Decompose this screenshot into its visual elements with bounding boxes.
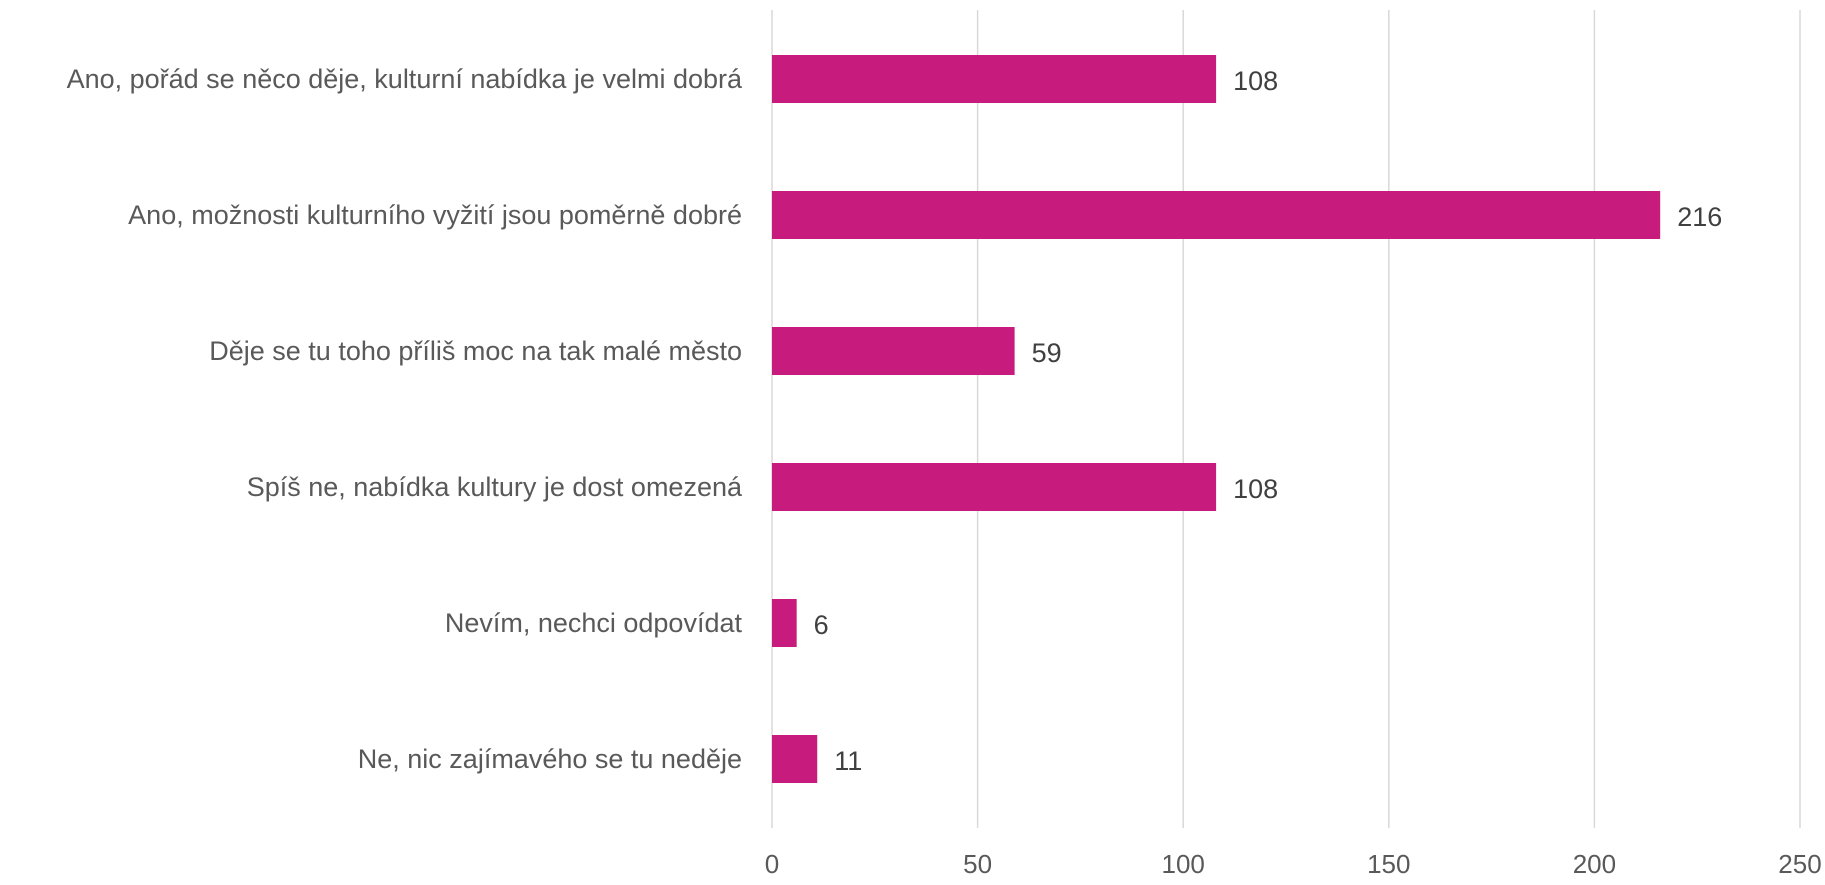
bars <box>772 55 1661 783</box>
bar <box>772 463 1217 511</box>
x-tick-label: 0 <box>765 849 779 879</box>
data-label: 6 <box>814 610 829 640</box>
bar <box>772 599 797 647</box>
x-tick-label: 250 <box>1778 849 1821 879</box>
gridlines <box>771 10 1801 828</box>
bar <box>772 191 1661 239</box>
bar <box>772 735 818 783</box>
bar <box>772 327 1015 375</box>
x-axis-tick-labels: 0 50 100 150 200 250 <box>765 849 1822 879</box>
category-labels: Ano, pořád se něco děje, kulturní nabídk… <box>67 64 743 774</box>
x-tick-label: 100 <box>1162 849 1205 879</box>
x-tick-label: 150 <box>1367 849 1410 879</box>
data-labels: 108 216 59 108 6 11 <box>814 66 1723 776</box>
data-label: 108 <box>1233 66 1278 96</box>
category-label: Děje se tu toho příliš moc na tak malé m… <box>209 336 742 366</box>
data-label: 216 <box>1677 202 1722 232</box>
x-tick-label: 200 <box>1573 849 1616 879</box>
data-label: 59 <box>1032 338 1062 368</box>
data-label: 108 <box>1233 474 1278 504</box>
category-label: Ne, nic zajímavého se tu neděje <box>358 744 742 774</box>
category-label: Nevím, nechci odpovídat <box>445 608 743 638</box>
category-label: Ano, pořád se něco děje, kulturní nabídk… <box>67 64 743 94</box>
x-tick-label: 50 <box>963 849 992 879</box>
data-label: 11 <box>834 746 862 776</box>
category-label: Ano, možnosti kulturního vyžití jsou pom… <box>128 200 742 230</box>
category-label: Spíš ne, nabídka kultury je dost omezená <box>247 472 743 502</box>
bar <box>772 55 1217 103</box>
